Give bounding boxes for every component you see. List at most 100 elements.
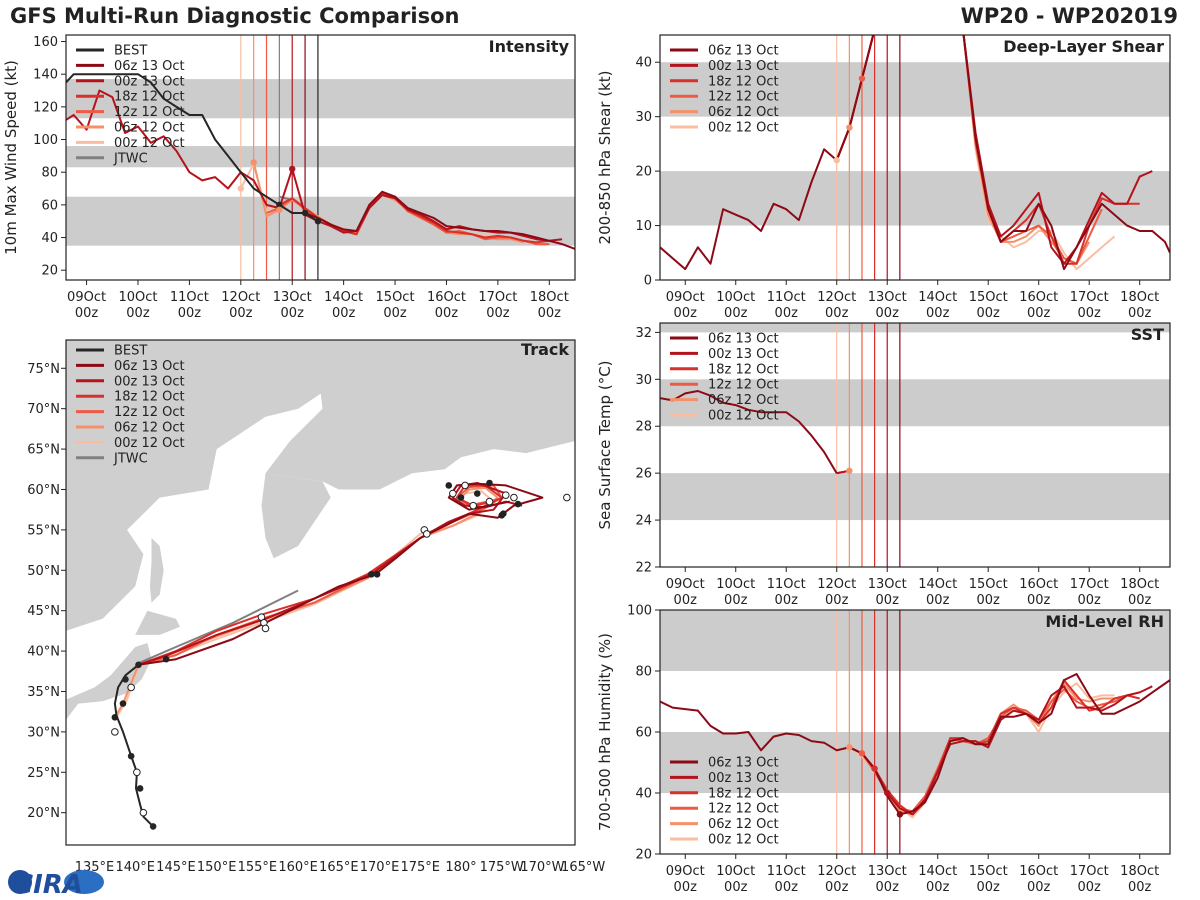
intensity-xtick-hour: 00z	[178, 306, 202, 321]
sst-xtick-date: 09Oct	[666, 577, 705, 592]
shear-ylabel: 200-850 hPa Shear (kt)	[596, 71, 614, 245]
storm-id: WP20 - WP202019	[960, 4, 1178, 28]
sst-xtick-hour: 00z	[1027, 593, 1051, 608]
track-ytick-label: 20°N	[27, 806, 60, 821]
sst-xtick-hour: 00z	[674, 593, 698, 608]
track-marker-00z-13-oct	[457, 494, 465, 501]
intensity-marker-00z-13-oct	[289, 165, 296, 173]
shear-xtick-date: 11Oct	[767, 290, 806, 305]
sst-legend-label-06z-13-oct: 06z 13 Oct	[708, 332, 779, 347]
track-marker-06z-12-oct	[469, 501, 478, 510]
shear-title: Deep-Layer Shear	[1003, 37, 1164, 56]
track-land-honshu	[66, 643, 152, 720]
rh-xtick-hour: 00z	[825, 880, 849, 895]
rh-xtick-date: 14Oct	[918, 864, 957, 879]
track-ytick-label: 65°N	[27, 443, 60, 458]
intensity-xtick-hour: 00z	[538, 306, 562, 321]
intensity-marker-best	[301, 209, 309, 217]
intensity-series-06z-13-oct	[304, 190, 575, 250]
rh-legend-label-06z-12-oct: 06z 12 Oct	[708, 817, 779, 832]
intensity-xtick-hour: 00z	[126, 306, 150, 321]
track-marker-06z-12-oct	[501, 491, 510, 499]
shear-ytick-label: 10	[635, 219, 652, 234]
track-xtick-label: 170°W	[520, 860, 564, 875]
intensity-marker-best	[314, 218, 322, 225]
intensity-plot-area	[66, 35, 575, 280]
track-legend-label-jtwc: JTWC	[113, 451, 148, 466]
shear-series-18z-12-oct	[835, 35, 1140, 265]
rh-legend-label-12z-12-oct: 12z 12 Oct	[708, 802, 779, 817]
track-marker-best	[111, 728, 119, 736]
track-marker-06z-12-oct	[449, 489, 457, 498]
track-land-hokkaido	[135, 610, 180, 635]
cira-logo: CIRA	[8, 870, 104, 898]
rh-xtick-hour: 00z	[1078, 880, 1102, 895]
intensity-xtick-date: 18Oct	[530, 290, 569, 305]
logo-text: CIRA	[14, 870, 83, 898]
sst-xtick-date: 13Oct	[868, 577, 907, 592]
track-ytick-label: 25°N	[27, 766, 60, 781]
sst-legend-label-06z-12-oct: 06z 12 Oct	[708, 393, 779, 408]
intensity-legend-label-06z-12-oct: 06z 12 Oct	[114, 121, 185, 136]
logo-swirl-icon	[64, 870, 104, 894]
intensity-marker-00z-12-oct	[237, 185, 245, 192]
track-ytick-label: 75°N	[27, 362, 60, 377]
sst-xtick-date: 10Oct	[716, 577, 755, 592]
intensity-legend-label-12z-12-oct: 12z 12 Oct	[114, 105, 185, 120]
track-marker-06z-13-oct	[473, 490, 481, 497]
shear-plot-area	[660, 35, 1170, 280]
shear-legend-label-00z-13-oct: 00z 13 Oct	[708, 59, 779, 74]
track-ytick-label: 45°N	[27, 604, 60, 619]
main-title: GFS Multi-Run Diagnostic Comparison	[10, 4, 460, 28]
rh-legend-label-00z-13-oct: 00z 13 Oct	[708, 771, 779, 786]
sst-xtick-date: 15Oct	[969, 577, 1008, 592]
intensity-xtick-date: 16Oct	[427, 290, 466, 305]
rh-xtick-date: 09Oct	[666, 864, 705, 879]
sst-ytick-label: 26	[635, 467, 652, 482]
sst-ytick-label: 30	[635, 373, 652, 388]
intensity-chart: 2040608010012014016009Oct00z10Oct00z11Oc…	[2, 34, 576, 321]
track-land-sakhalin	[149, 538, 164, 603]
track-ytick-label: 60°N	[27, 483, 60, 498]
intensity-legend-label-06z-13-oct: 06z 13 Oct	[114, 59, 185, 74]
shear-legend-label-00z-12-oct: 00z 12 Oct	[708, 121, 779, 136]
track-marker-00z-13-oct	[373, 571, 381, 578]
rh-legend-label-06z-13-oct: 06z 13 Oct	[708, 756, 779, 771]
track-xtick-label: 165°E	[319, 860, 359, 875]
rh-series-06z-13-oct	[660, 673, 1170, 816]
track-plot-area	[66, 340, 575, 830]
shear-xtick-hour: 00z	[674, 306, 698, 321]
intensity-legend-label-18z-12-oct: 18z 12 Oct	[114, 90, 185, 105]
track-series-best	[113, 664, 154, 828]
shear-xtick-hour: 00z	[775, 306, 799, 321]
track-xtick-label: 150°E	[197, 860, 237, 875]
sst-xtick-date: 18Oct	[1120, 577, 1159, 592]
intensity-legend-label-00z-12-oct: 00z 12 Oct	[114, 136, 185, 151]
track-marker-00z-12-oct	[111, 714, 119, 721]
sst-band-1	[660, 379, 1170, 427]
track-marker-06z-13-oct	[486, 479, 493, 487]
shear-xtick-date: 16Oct	[1019, 290, 1058, 305]
intensity-xtick-hour: 00z	[486, 306, 510, 321]
shear-legend-label-12z-12-oct: 12z 12 Oct	[708, 90, 779, 105]
track-marker-best	[139, 808, 148, 817]
rh-xtick-hour: 00z	[674, 880, 698, 895]
shear-xtick-hour: 00z	[724, 306, 748, 321]
track-marker-00z-12-oct	[119, 700, 127, 707]
sst-legend-label-18z-12-oct: 18z 12 Oct	[708, 362, 779, 377]
track-marker-06z-13-oct	[514, 500, 522, 508]
track-xtick-label: 155°E	[238, 860, 278, 875]
intensity-xtick-hour: 00z	[75, 306, 99, 321]
shear-legend-label-06z-12-oct: 06z 12 Oct	[708, 105, 779, 120]
track-legend-label-12z-12-oct: 12z 12 Oct	[114, 405, 185, 420]
shear-ytick-label: 30	[635, 110, 652, 125]
rh-band-0	[660, 732, 1170, 793]
shear-ytick-label: 0	[644, 274, 652, 289]
track-land-kamchatka	[261, 473, 331, 559]
sst-xtick-hour: 00z	[977, 593, 1001, 608]
rh-chart: 2040608010009Oct00z10Oct00z11Oct00z12Oct…	[596, 604, 1171, 895]
intensity-marker-best	[276, 201, 283, 209]
track-marker-00z-13-oct	[500, 510, 507, 518]
rh-marker-00z-13-oct	[884, 789, 891, 797]
